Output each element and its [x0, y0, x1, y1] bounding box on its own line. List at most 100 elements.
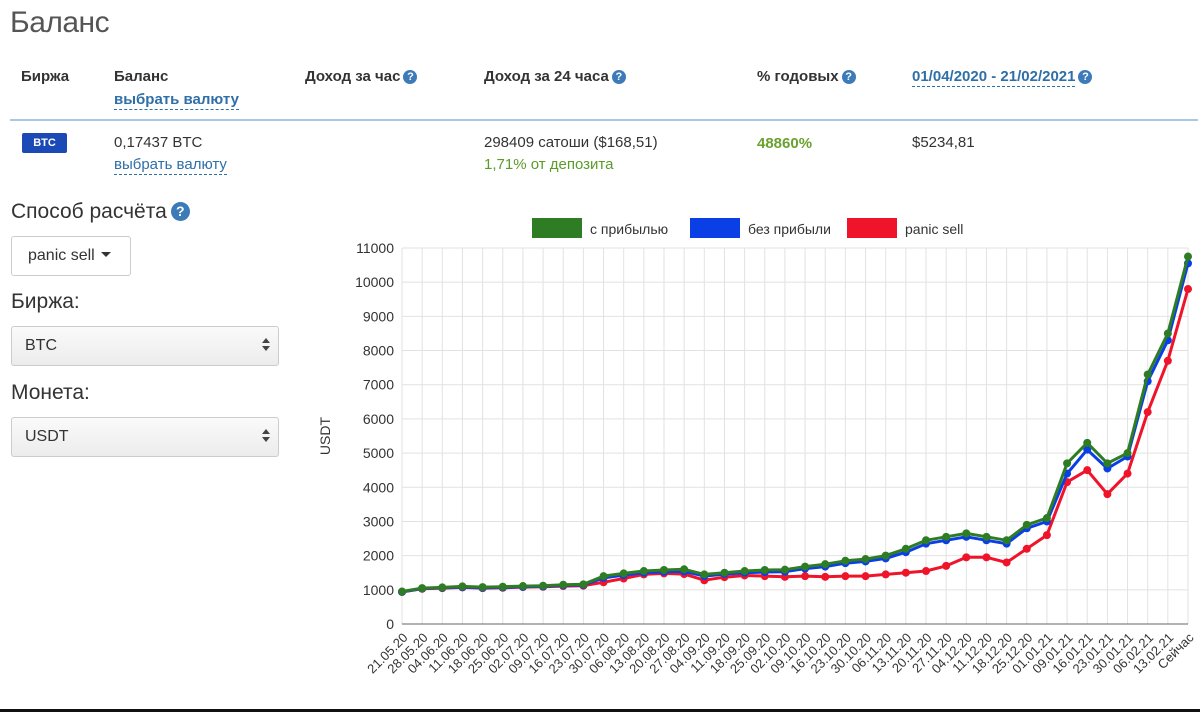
header-hourly-income: Доход за час?	[305, 68, 418, 85]
data-point	[1002, 536, 1011, 545]
y-tick-label: 5000	[363, 445, 394, 461]
data-point	[1143, 370, 1152, 379]
data-point	[901, 544, 910, 553]
series-line	[401, 256, 1190, 593]
header-daily-label: Доход за 24 часа	[484, 68, 609, 85]
data-point	[660, 565, 668, 574]
select-arrows-icon	[262, 338, 270, 354]
data-point	[1123, 469, 1132, 478]
coin-label: Монета:	[11, 381, 90, 404]
header-choose-currency-link[interactable]: выбрать валюту	[114, 91, 239, 110]
y-tick-label: 8000	[363, 343, 394, 359]
data-point	[539, 581, 548, 590]
header-annual: % годовых?	[757, 68, 856, 85]
help-icon[interactable]: ?	[1078, 70, 1093, 84]
data-point	[599, 572, 608, 581]
data-point	[922, 567, 930, 576]
method-label: Способ расчёта	[11, 200, 167, 223]
legend-swatch	[532, 218, 582, 238]
row-period-value: $5234,81	[912, 134, 975, 151]
exchange-label: Биржа:	[11, 290, 80, 313]
data-point	[942, 532, 951, 541]
data-point	[801, 572, 810, 581]
row-daily-percent: 1,71% от депозита	[484, 156, 614, 173]
legend-label: без прибыли	[748, 221, 831, 237]
data-point	[1143, 408, 1152, 417]
exchange-select[interactable]: BTC	[11, 326, 279, 366]
header-hourly-label: Доход за час	[305, 68, 401, 85]
data-point	[1163, 329, 1172, 338]
row-balance: 0,17437 BTC	[114, 134, 203, 151]
coin-select-value: USDT	[25, 428, 69, 445]
data-point	[579, 580, 588, 589]
data-point	[922, 536, 930, 545]
header-balance: Баланс	[114, 68, 169, 85]
exchange-badge: BTC	[22, 133, 67, 153]
help-icon[interactable]: ?	[611, 70, 626, 84]
data-point	[398, 587, 406, 596]
data-point	[1103, 490, 1112, 499]
coin-select[interactable]: USDT	[11, 417, 279, 457]
data-point	[841, 572, 850, 581]
data-point	[700, 570, 709, 579]
data-point	[861, 555, 870, 564]
row-annual-percent: 48860%	[757, 135, 813, 152]
period-range-link[interactable]: 01/04/2020 - 21/02/2021	[912, 68, 1076, 87]
header-exchange: Биржа	[21, 68, 70, 85]
data-point	[1063, 459, 1072, 468]
data-point	[881, 551, 890, 560]
data-point	[498, 582, 507, 591]
data-point	[881, 570, 890, 579]
data-point	[962, 553, 971, 562]
data-point	[740, 567, 749, 576]
data-point	[1184, 285, 1192, 294]
data-point	[982, 532, 991, 541]
row-choose-currency-link[interactable]: выбрать валюту	[114, 156, 227, 175]
data-point	[1042, 531, 1051, 540]
table-divider	[10, 119, 1198, 121]
y-tick-label: 0	[386, 616, 394, 632]
data-point	[1042, 514, 1051, 523]
help-icon[interactable]: ?	[403, 70, 418, 84]
data-point	[518, 582, 527, 591]
help-icon[interactable]: ?	[841, 70, 856, 84]
page-title: Баланс	[10, 6, 110, 39]
y-tick-label: 7000	[363, 377, 394, 393]
data-point	[861, 572, 870, 581]
data-point	[1184, 252, 1192, 261]
series-line	[401, 263, 1190, 594]
data-point	[942, 561, 951, 570]
header-daily-income: Доход за 24 часа?	[484, 68, 626, 85]
header-period: 01/04/2020 - 21/02/2021?	[912, 68, 1093, 87]
data-point	[680, 565, 689, 574]
data-point	[1123, 449, 1132, 458]
y-tick-label: 9000	[363, 308, 394, 324]
exchange-select-value: BTC	[25, 337, 57, 354]
y-tick-label: 2000	[363, 548, 394, 564]
series-line	[401, 288, 1190, 594]
legend-label: panic sell	[905, 221, 963, 237]
y-tick-label: 11000	[356, 240, 394, 256]
y-tick-label: 4000	[363, 479, 394, 495]
data-point	[780, 565, 789, 574]
data-point	[1163, 356, 1172, 365]
data-point	[639, 567, 648, 576]
legend-swatch	[690, 218, 740, 238]
data-point	[458, 582, 467, 591]
data-point	[821, 572, 830, 581]
select-arrows-icon	[262, 429, 270, 445]
y-tick-label: 6000	[363, 411, 394, 427]
balance-chart: 0 1000 2000 3000 4000 5000 6000 7000 8000 9000 100…	[317, 218, 1197, 676]
header-annual-label: % годовых	[757, 68, 839, 85]
method-dropdown-value: panic sell	[28, 247, 95, 264]
data-point	[982, 553, 991, 562]
data-point	[801, 562, 810, 571]
data-point	[559, 580, 568, 589]
help-icon[interactable]: ?	[170, 202, 190, 221]
data-point	[478, 583, 487, 592]
data-point	[720, 568, 729, 577]
data-point	[418, 584, 427, 593]
method-dropdown[interactable]: panic sell	[11, 236, 131, 276]
data-point	[1002, 558, 1011, 567]
legend-swatch	[847, 218, 897, 238]
